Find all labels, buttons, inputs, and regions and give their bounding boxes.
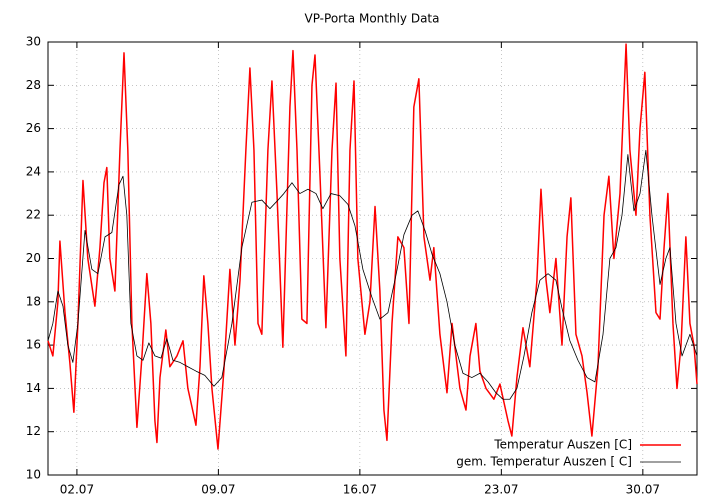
y-tick-label: 16 — [26, 338, 41, 352]
line-series — [47, 43, 698, 450]
y-tick-label: 18 — [26, 294, 41, 308]
y-tick-label: 24 — [26, 164, 41, 178]
y-tick-label: 30 — [26, 35, 41, 49]
x-tick-label: 02.07 — [60, 483, 94, 497]
chart-title: VP-Porta Monthly Data — [305, 12, 440, 26]
y-tick-label: 28 — [26, 78, 41, 92]
y-tick-label: 26 — [26, 121, 41, 135]
legend-label: gem. Temperatur Auszen [ C] — [456, 455, 632, 469]
x-tick-label: 30.07 — [626, 483, 660, 497]
legend-label: Temperatur Auszen [C] — [493, 438, 632, 452]
line-series — [47, 149, 698, 400]
x-tick-label: 23.07 — [484, 483, 518, 497]
x-tick-label: 09.07 — [201, 483, 235, 497]
y-tick-label: 22 — [26, 208, 41, 222]
y-tick-label: 10 — [26, 468, 41, 482]
y-tick-label: 14 — [26, 381, 41, 395]
x-tick-label: 16.07 — [343, 483, 377, 497]
plot-border — [47, 41, 698, 476]
y-tick-label: 20 — [26, 251, 41, 265]
y-tick-label: 12 — [26, 424, 41, 438]
